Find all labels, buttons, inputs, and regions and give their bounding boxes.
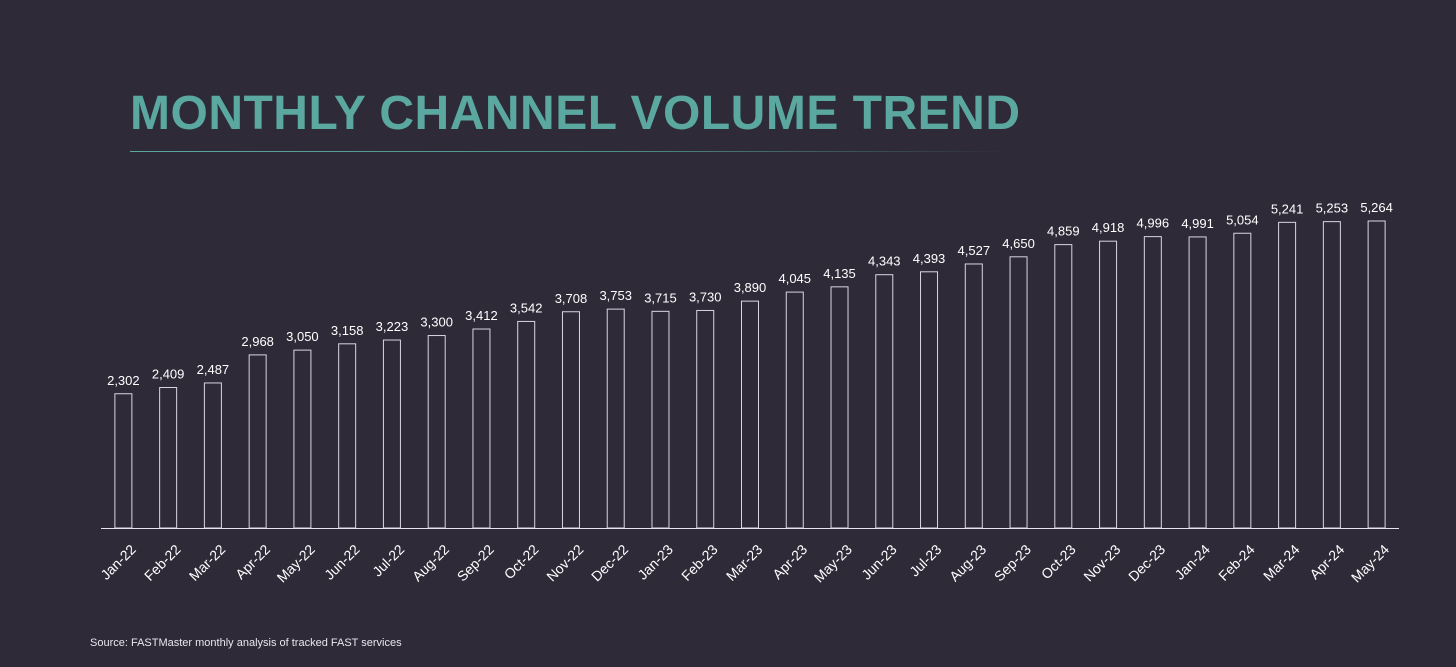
bar [472, 328, 491, 529]
x-tick-label: Apr-24 [1306, 541, 1347, 582]
x-tick-label: Mar-22 [186, 541, 229, 584]
x-tick-label: Sep-22 [454, 541, 497, 584]
bar [1233, 232, 1252, 529]
x-tick-label: Sep-23 [991, 541, 1034, 584]
x-tick-label: Feb-24 [1215, 541, 1258, 584]
x-tick-label: Apr-23 [769, 541, 810, 582]
bar [1143, 236, 1162, 529]
x-tick-label: Feb-23 [678, 541, 721, 584]
x-tick-label: Dec-23 [1125, 541, 1168, 584]
bar [964, 263, 983, 529]
x-tick-label: Oct-23 [1038, 541, 1079, 582]
x-tick-label: May-24 [1348, 541, 1392, 585]
data-label: 3,412 [465, 308, 498, 323]
data-label: 4,527 [958, 243, 991, 258]
x-tick-label: Oct-22 [501, 541, 542, 582]
data-label: 3,890 [734, 280, 767, 295]
data-label: 5,264 [1360, 200, 1393, 215]
data-label: 3,715 [644, 290, 677, 305]
data-label: 3,753 [599, 288, 632, 303]
x-tick-label: Dec-22 [588, 541, 631, 584]
data-label: 3,708 [555, 291, 588, 306]
x-tick-label: Jan-23 [634, 541, 676, 583]
bar [248, 354, 267, 529]
x-tick-label: Mar-23 [723, 541, 766, 584]
bar [203, 382, 222, 529]
bar [1278, 221, 1297, 529]
data-label: 3,300 [420, 315, 453, 330]
bar [1054, 244, 1073, 529]
bar [651, 310, 670, 529]
data-label: 2,409 [152, 367, 185, 382]
data-label: 4,996 [1137, 216, 1170, 231]
data-label: 4,343 [868, 254, 901, 269]
x-tick-label: Apr-22 [232, 541, 273, 582]
bar [1322, 221, 1341, 529]
data-label: 2,968 [241, 334, 274, 349]
x-tick-label: Jul-23 [906, 541, 944, 579]
bar [561, 311, 580, 529]
x-tick-label: Mar-24 [1260, 541, 1303, 584]
bar [1367, 220, 1386, 529]
x-tick-label: May-23 [811, 541, 855, 585]
x-tick-label: Aug-22 [409, 541, 452, 584]
x-tick-label: Nov-22 [543, 541, 586, 584]
bar [696, 309, 715, 529]
x-tick-label: Jun-23 [858, 541, 900, 583]
bar [1009, 256, 1028, 529]
title-underline [130, 151, 1010, 152]
data-label: 3,223 [376, 319, 409, 334]
x-tick-label: Jun-22 [321, 541, 363, 583]
bar [830, 286, 849, 529]
bar [606, 308, 625, 529]
data-label: 3,050 [286, 329, 319, 344]
bar [382, 339, 401, 529]
x-tick-label: Nov-23 [1080, 541, 1123, 584]
data-label: 4,918 [1092, 220, 1125, 235]
bar [338, 343, 357, 529]
x-tick-label: Aug-23 [946, 541, 989, 584]
data-label: 4,393 [913, 251, 946, 266]
data-label: 4,135 [823, 266, 856, 281]
bar [741, 300, 759, 529]
bar [427, 335, 446, 529]
x-tick-label: Jul-22 [369, 541, 407, 579]
bar [159, 387, 178, 529]
data-label: 4,045 [778, 271, 811, 286]
data-label: 5,253 [1316, 201, 1349, 216]
bar [920, 271, 939, 529]
bar [1188, 236, 1207, 529]
data-label: 3,730 [689, 289, 722, 304]
data-label: 5,241 [1271, 201, 1304, 216]
x-tick-label: Jan-24 [1171, 541, 1213, 583]
data-label: 2,302 [107, 373, 140, 388]
x-tick-label: Jan-22 [97, 541, 139, 583]
data-label: 4,991 [1181, 216, 1214, 231]
data-label: 3,158 [331, 323, 364, 338]
x-tick-label: Feb-22 [141, 541, 184, 584]
bar [517, 320, 536, 529]
bar [293, 349, 312, 529]
x-tick-label: May-22 [274, 541, 318, 585]
data-label: 5,054 [1226, 212, 1259, 227]
data-label: 4,859 [1047, 224, 1080, 239]
bar [875, 274, 894, 529]
source-note: Source: FASTMaster monthly analysis of t… [90, 637, 402, 649]
data-label: 4,650 [1002, 236, 1035, 251]
chart-title: MONTHLY CHANNEL VOLUME TREND [130, 87, 1021, 140]
bar [1099, 240, 1118, 529]
data-label: 2,487 [197, 362, 230, 377]
bar [785, 291, 804, 529]
bar [114, 393, 133, 529]
data-label: 3,542 [510, 300, 543, 315]
